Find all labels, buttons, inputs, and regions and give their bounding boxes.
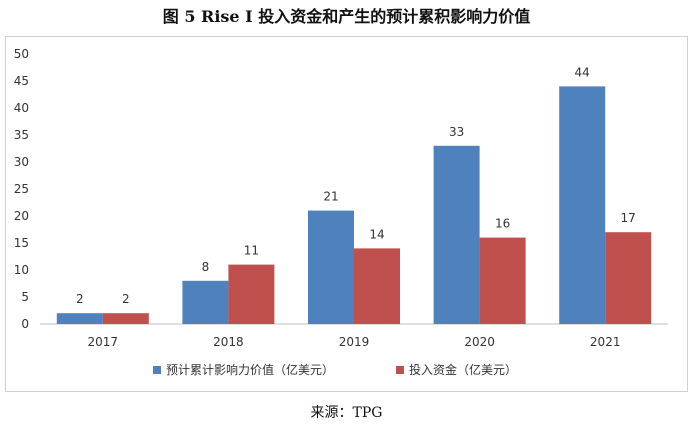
source-note: 来源：TPG (310, 405, 383, 421)
bar-series-2 (102, 313, 149, 324)
data-label-series-2: 11 (244, 244, 259, 258)
x-tick-label: 2018 (213, 335, 244, 349)
y-tick-label: 10 (14, 263, 29, 277)
y-tick-label: 35 (14, 128, 29, 142)
bar-series-1 (182, 280, 229, 324)
y-tick-label: 0 (21, 317, 29, 331)
y-tick-label: 20 (14, 209, 29, 223)
bar-series-1 (433, 145, 480, 324)
y-axis-ticks: 0 5 10 15 20 25 30 35 40 45 50 (14, 47, 29, 331)
x-tick-label: 2020 (464, 335, 495, 349)
y-tick-label: 40 (14, 101, 29, 115)
y-tick-label: 50 (14, 47, 29, 61)
x-tick-label: 2019 (339, 335, 370, 349)
bar-series-2 (354, 248, 400, 324)
y-tick-label: 25 (14, 182, 29, 196)
bar-series-1 (308, 210, 354, 324)
y-tick-label: 15 (14, 236, 29, 250)
data-labels: 2 2 8 11 21 14 33 16 44 17 (76, 65, 636, 306)
x-tick-label: 2017 (88, 335, 119, 349)
data-label-series-1: 33 (449, 125, 464, 139)
legend: 预计累计影响力价值（亿美元） 投入资金（亿美元） (153, 362, 517, 377)
legend-label-series-1: 预计累计影响力价值（亿美元） (166, 362, 334, 377)
data-label-series-1: 8 (202, 260, 210, 274)
data-label-series-1: 21 (323, 190, 338, 204)
data-label-series-2: 14 (369, 227, 384, 241)
data-label-series-2: 17 (621, 211, 636, 225)
bar-series-1 (559, 86, 606, 325)
bar-series-1 (56, 313, 103, 324)
bar-chart: 0 5 10 15 20 25 30 35 40 45 50 2 2 8 11 21 14 33 16 44 17 2… (14, 47, 668, 377)
data-label-series-2: 2 (122, 292, 130, 306)
y-tick-label: 30 (14, 155, 29, 169)
data-label-series-1: 44 (575, 65, 590, 79)
legend-swatch-series-2 (396, 366, 404, 374)
data-label-series-2: 16 (495, 217, 510, 231)
x-axis-ticks: 2017 2018 2019 2020 2021 (88, 335, 621, 349)
bar-series-2 (605, 232, 652, 324)
x-tick-label: 2021 (590, 335, 621, 349)
bars (56, 86, 652, 325)
chart-title: 图 5 Rise I 投入资金和产生的预计累积影响力价值 (162, 7, 531, 26)
bar-series-2 (228, 264, 275, 324)
chart-frame (5, 36, 688, 392)
y-tick-label: 45 (14, 74, 29, 88)
legend-swatch-series-1 (153, 366, 161, 374)
y-tick-label: 5 (21, 290, 29, 304)
bar-series-2 (479, 237, 526, 324)
legend-label-series-2: 投入资金（亿美元） (409, 362, 517, 377)
data-label-series-1: 2 (76, 292, 84, 306)
